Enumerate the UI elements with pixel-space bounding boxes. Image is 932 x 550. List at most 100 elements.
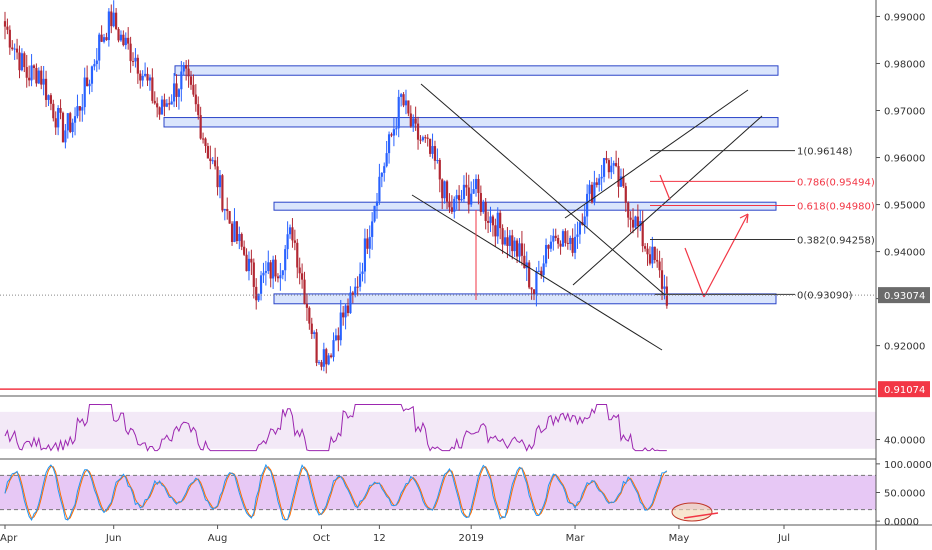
candle-body bbox=[467, 187, 470, 205]
candle-body bbox=[204, 138, 207, 147]
rsi-pane[interactable] bbox=[0, 404, 876, 453]
candle-body bbox=[156, 103, 159, 108]
candle-body bbox=[622, 176, 625, 187]
candle-body bbox=[15, 48, 19, 53]
candle-body bbox=[631, 219, 635, 228]
fibonacci-levels[interactable]: 1(0.96148) 0.786(0.95494) 0.618(0.94980) 0.… bbox=[650, 147, 875, 302]
candle-body bbox=[501, 228, 504, 245]
candle-body bbox=[337, 335, 340, 341]
time-axis[interactable]: Apr Jun Aug Oct 12 2019 Mar May Jul bbox=[0, 525, 790, 544]
candle-body bbox=[663, 286, 666, 289]
candle-body bbox=[433, 146, 437, 161]
candle-body bbox=[429, 138, 432, 154]
price-zone[interactable] bbox=[273, 293, 777, 305]
price-candles bbox=[3, 0, 668, 374]
candle-body bbox=[375, 201, 379, 206]
projection-arrow-up[interactable] bbox=[703, 213, 749, 298]
trend-drawings[interactable] bbox=[411, 83, 763, 351]
rsi-line bbox=[4, 404, 667, 453]
candle-body bbox=[535, 271, 538, 294]
candle-body bbox=[503, 237, 507, 245]
candle-body bbox=[636, 216, 639, 227]
candle-body bbox=[20, 53, 24, 71]
candle-body bbox=[247, 258, 251, 272]
candle-body bbox=[390, 134, 393, 136]
candle-body bbox=[634, 216, 637, 228]
candle-body bbox=[78, 106, 81, 111]
candle-body bbox=[450, 207, 453, 212]
candle-body bbox=[257, 293, 260, 301]
candle-body bbox=[590, 184, 594, 203]
price-zone[interactable] bbox=[163, 117, 779, 128]
candle-body bbox=[245, 254, 248, 272]
candle-body bbox=[484, 201, 487, 221]
candle-body bbox=[424, 137, 427, 139]
candle-body bbox=[284, 249, 287, 271]
price-zone[interactable] bbox=[273, 201, 777, 211]
rsi-axis[interactable]: 40.0000 bbox=[876, 436, 925, 447]
candle-body bbox=[124, 37, 127, 46]
projection-arrow-small[interactable] bbox=[659, 174, 671, 201]
candle-body bbox=[107, 11, 110, 41]
descending-channel-upper[interactable] bbox=[420, 83, 666, 296]
candle-body bbox=[274, 259, 277, 277]
candle-body bbox=[308, 307, 311, 324]
candle-body bbox=[49, 95, 52, 104]
candle-body bbox=[665, 286, 668, 306]
candle-body bbox=[197, 104, 200, 116]
candle-body bbox=[259, 275, 263, 294]
candle-body bbox=[206, 146, 210, 159]
fib-level-label: 0.382(0.94258) bbox=[797, 235, 875, 246]
candle-body bbox=[23, 53, 26, 68]
candle-body bbox=[291, 227, 294, 241]
stochastic-axis-label: 100.0000 bbox=[884, 460, 932, 471]
price-zone[interactable] bbox=[174, 65, 779, 76]
stochastic-pane[interactable] bbox=[0, 463, 876, 522]
candle-body bbox=[112, 12, 115, 27]
candle-body bbox=[194, 94, 197, 105]
price-pane[interactable]: 1(0.96148) 0.786(0.95494) 0.618(0.94980) 0.… bbox=[3, 0, 875, 374]
candle-body bbox=[141, 75, 144, 81]
candle-body bbox=[172, 83, 176, 102]
candle-body bbox=[458, 195, 461, 201]
ascending-channel-lower[interactable] bbox=[572, 115, 763, 286]
ascending-channel-upper[interactable] bbox=[564, 89, 749, 219]
candle-body bbox=[272, 259, 275, 279]
candle-body bbox=[119, 34, 123, 41]
price-axis-label: 0.96000 bbox=[884, 154, 925, 165]
candle-body bbox=[214, 160, 217, 167]
candle-body bbox=[363, 238, 367, 272]
oversold-highlight-ellipse[interactable] bbox=[671, 502, 713, 522]
candle-body bbox=[317, 362, 321, 364]
candle-body bbox=[28, 77, 31, 81]
candle-body bbox=[460, 199, 463, 201]
candle-body bbox=[453, 198, 456, 212]
price-axis[interactable]: 0.99000 0.98000 0.97000 0.96000 0.95000 0.940… bbox=[0, 12, 930, 398]
candle-body bbox=[530, 287, 533, 290]
candle-body bbox=[554, 235, 557, 239]
stochastic-axis[interactable]: 100.0000 50.0000 0.0000 bbox=[876, 460, 932, 528]
candle-body bbox=[366, 238, 369, 249]
candle-body bbox=[110, 11, 113, 27]
candle-body bbox=[127, 37, 130, 44]
candle-body bbox=[576, 234, 579, 237]
candle-body bbox=[496, 212, 499, 237]
fib-level-label: 1(0.96148) bbox=[797, 147, 853, 158]
candle-body bbox=[358, 273, 362, 287]
candle-body bbox=[465, 184, 468, 188]
candle-body bbox=[201, 138, 205, 140]
stochastic-k-line bbox=[4, 463, 668, 522]
candle-body bbox=[83, 77, 86, 108]
stochastic-divergence-line[interactable] bbox=[683, 512, 719, 519]
price-axis-label: 0.98000 bbox=[884, 59, 925, 70]
candle-body bbox=[644, 246, 647, 249]
candle-body bbox=[189, 76, 193, 85]
descending-channel-lower[interactable] bbox=[411, 194, 663, 351]
candle-body bbox=[240, 234, 243, 247]
projection-arrow-down[interactable] bbox=[684, 247, 705, 298]
candle-body bbox=[378, 176, 381, 202]
candle-body bbox=[54, 118, 57, 128]
candle-body bbox=[583, 216, 586, 225]
candle-body bbox=[160, 99, 164, 115]
